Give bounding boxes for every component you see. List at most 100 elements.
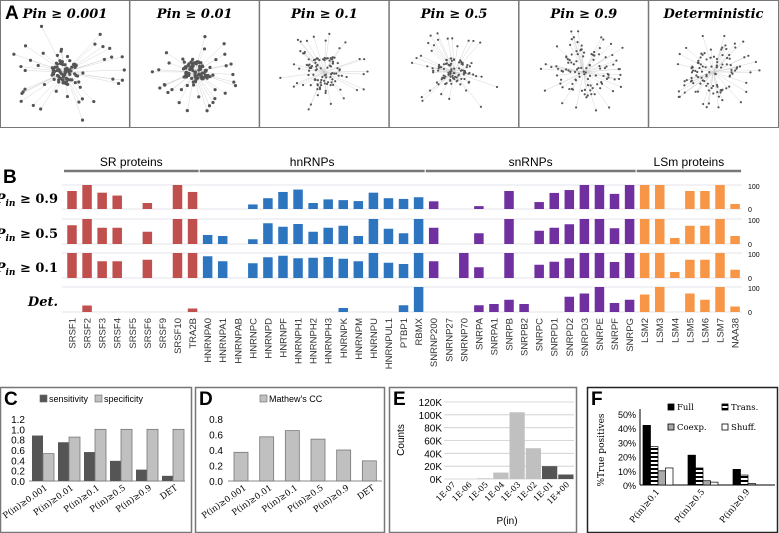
- bar-hnrnpd: [263, 223, 273, 244]
- network-node: [683, 80, 686, 83]
- y-tick-label: 0.0: [209, 477, 223, 488]
- network-edge: [583, 71, 615, 80]
- gene-label: HNRNPC: [248, 318, 259, 359]
- network-node: [749, 71, 752, 74]
- network-node: [205, 109, 209, 113]
- network-node: [196, 73, 201, 77]
- bar-srsf10: [172, 253, 183, 278]
- network-edge: [453, 71, 482, 107]
- network-node: [309, 103, 312, 106]
- network-node: [577, 30, 580, 33]
- network-node: [725, 47, 728, 51]
- network-node: [725, 63, 728, 66]
- network-node: [539, 67, 543, 70]
- network-node: [177, 100, 181, 105]
- network-node: [570, 30, 573, 33]
- network-node: [310, 65, 313, 68]
- group-header: LSm proteins: [654, 155, 725, 169]
- network-node: [232, 80, 236, 84]
- network-edge: [64, 43, 96, 73]
- network-node: [462, 69, 465, 72]
- row-label-rest: ≥ 0.1: [15, 261, 58, 276]
- network-node: [712, 84, 715, 88]
- bar-snrpd2: [564, 224, 575, 244]
- network-node: [709, 48, 712, 51]
- bar-hnrnpul1: [383, 262, 394, 278]
- network-node: [301, 83, 305, 87]
- bar-sensitivity: [162, 475, 173, 481]
- network-edge: [706, 71, 714, 108]
- network-node: [445, 58, 448, 61]
- bar-naa38: [730, 306, 740, 312]
- network-node: [329, 65, 333, 68]
- bar-ptbp1: [398, 305, 409, 312]
- network-node: [700, 70, 704, 73]
- gene-label: HNRNPD: [263, 318, 274, 359]
- network-node: [329, 57, 332, 60]
- network-node: [575, 60, 578, 63]
- row-ytick-max: 100: [748, 184, 760, 191]
- bar-hnrnpk: [338, 225, 349, 244]
- network-node: [205, 76, 209, 80]
- network-node: [450, 68, 453, 71]
- legend-swatch: [39, 394, 48, 403]
- bar-hnrnpm: [353, 236, 364, 244]
- bar-srsf1: [67, 225, 77, 244]
- network-edge: [713, 70, 760, 73]
- network-node: [327, 81, 330, 84]
- network-node: [451, 74, 454, 77]
- network-node: [714, 72, 717, 75]
- network-node: [447, 73, 450, 76]
- network-edge: [306, 40, 325, 73]
- network-edge: [583, 71, 595, 95]
- network-node: [455, 76, 458, 79]
- network-node: [575, 68, 579, 71]
- network-edge: [713, 71, 747, 93]
- legend-swatch: [667, 423, 675, 431]
- row-ytick-min: 0: [748, 310, 752, 317]
- network-node: [432, 71, 435, 74]
- network-node: [677, 95, 680, 98]
- gene-label: HNRNPK: [339, 317, 350, 358]
- network-node: [442, 74, 445, 77]
- network-node: [316, 88, 319, 91]
- network-node: [456, 45, 459, 48]
- network-node: [723, 34, 726, 38]
- network-node: [430, 49, 433, 52]
- network-node: [323, 82, 326, 85]
- network-node: [706, 82, 709, 85]
- network-node: [65, 54, 70, 59]
- network-edge: [447, 38, 455, 73]
- network-node: [202, 71, 206, 75]
- bar-srsf3: [97, 261, 107, 278]
- gene-label: SRSF6: [143, 318, 154, 349]
- network-node: [696, 90, 700, 93]
- bar-1E-05: [477, 478, 493, 479]
- network-node: [719, 91, 722, 94]
- network-node: [307, 69, 311, 72]
- network-node: [699, 82, 702, 85]
- network-node: [197, 95, 201, 99]
- network-edge: [313, 36, 325, 73]
- network-node: [612, 63, 615, 66]
- network-edge: [64, 56, 123, 73]
- bar-hnrnpa0: [202, 235, 213, 244]
- network-node: [725, 87, 728, 90]
- network-edge: [422, 71, 455, 101]
- network-node: [721, 53, 724, 57]
- network-node: [332, 83, 335, 86]
- bar-snrpd3: [579, 253, 590, 278]
- y-tick-label: 20K: [424, 462, 442, 473]
- network-node: [191, 57, 195, 61]
- bar-lsm3: [654, 253, 665, 278]
- network-node: [715, 66, 718, 69]
- gene-label: HNRNPH3: [324, 318, 335, 364]
- bar-srsf10: [172, 219, 183, 244]
- network-node: [608, 106, 611, 109]
- network-node: [573, 70, 577, 74]
- network-node: [98, 32, 102, 36]
- network-node: [164, 51, 169, 55]
- network-node: [697, 61, 700, 65]
- bar-snrpb: [504, 219, 514, 244]
- network-node: [203, 35, 207, 39]
